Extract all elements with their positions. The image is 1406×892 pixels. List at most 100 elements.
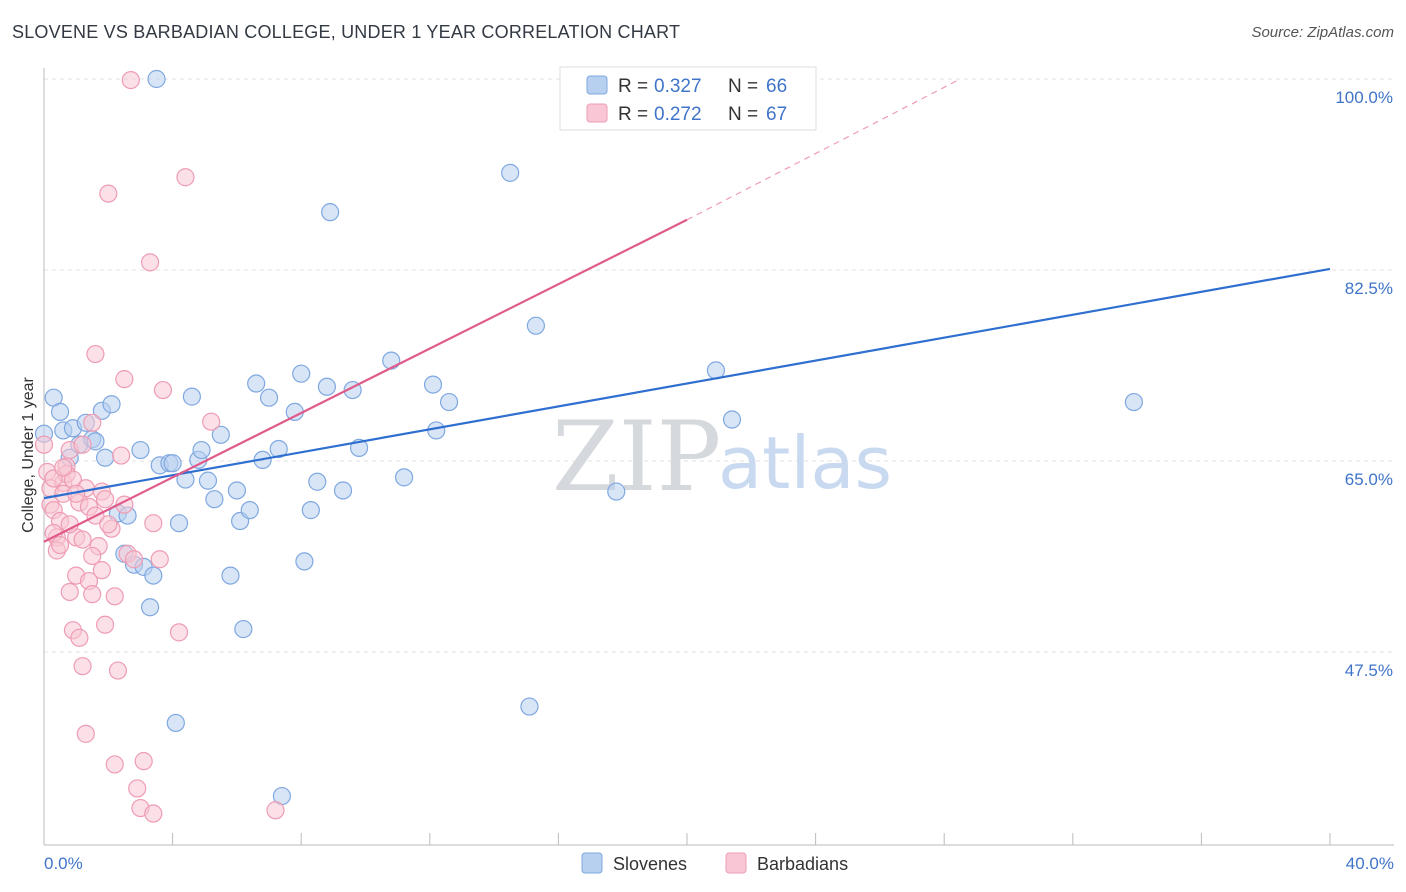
barbadians-point-26 [83, 413, 102, 432]
series-legend: Slovenes Barbadians [581, 852, 848, 874]
barbadians-trend-line [43, 218, 688, 543]
source-label: Source: ZipAtlas.com [1251, 24, 1394, 41]
legend-r-label-slovenes: R = [618, 76, 648, 97]
barbadians-point-58 [50, 535, 70, 555]
slovenes-point-19 [140, 598, 160, 617]
legend-r-label-barbadians: R = [618, 104, 648, 125]
axes [43, 68, 1394, 846]
barbadians-point-28 [86, 344, 105, 364]
barbadians-point-40 [112, 446, 131, 465]
barbadians-point-39 [108, 661, 128, 680]
slovenes-point-50 [321, 203, 340, 222]
y-tick-label-2: 65.0% [1345, 470, 1393, 489]
watermark-atlas: atlas [718, 421, 892, 505]
data-points [34, 69, 1143, 823]
x-tick-label-left: 0.0% [44, 854, 83, 873]
slovenes-point-31 [198, 471, 218, 490]
slovenes-point-58 [439, 392, 459, 412]
barbadians-point-0 [34, 435, 54, 454]
slovenes-point-47 [301, 501, 320, 520]
slovenes-point-62 [607, 482, 626, 501]
legend-swatch-barbadians [586, 103, 608, 123]
barbadians-point-47 [134, 752, 153, 771]
legend-n-label-barbadians: N = [728, 104, 758, 125]
trend-lines [43, 78, 1331, 543]
barbadians-point-44 [124, 550, 144, 569]
y-tick-label-0: 100.0% [1335, 88, 1393, 107]
barbadians-point-51 [150, 550, 169, 569]
slovenes-point-32 [205, 490, 224, 509]
barbadians-point-19 [70, 628, 89, 647]
slovenes-point-42 [269, 439, 288, 459]
barbadians-point-63 [60, 515, 79, 534]
barbadians-point-35 [99, 184, 118, 203]
barbadians-point-48 [140, 253, 160, 272]
legend-swatch-slovenes [586, 75, 608, 95]
slovenes-point-41 [259, 388, 279, 407]
slovenes-point-25 [166, 713, 185, 733]
slovenes-point-35 [227, 481, 246, 500]
barbadians-point-27 [83, 585, 102, 604]
legend-r-value-barbadians: 0.272 [654, 104, 702, 125]
x-tick-labels: 0.0% 40.0% [44, 854, 1394, 873]
slovenes-point-30 [192, 440, 211, 460]
barbadians-point-13 [60, 582, 79, 602]
slovenes-point-46 [295, 552, 314, 571]
slovenes-point-33 [211, 425, 230, 444]
stats-legend: R = 0.327 N = 66 R = 0.272 N = 67 [559, 66, 817, 131]
slovenes-point-24 [163, 454, 182, 473]
slovenes-point-44 [285, 402, 304, 421]
slovenes-point-56 [423, 375, 443, 394]
slovenes-point-28 [182, 387, 201, 406]
barbadians-point-60 [73, 530, 92, 549]
barbadians-point-55 [202, 412, 221, 431]
barbadians-point-45 [128, 779, 147, 798]
watermark: ZIP atlas [552, 401, 892, 513]
slovenes-point-55 [394, 468, 414, 487]
barbadians-point-49 [144, 514, 163, 533]
slovenes-point-38 [240, 501, 259, 520]
barbadians-point-34 [95, 615, 115, 634]
barbadians-point-64 [83, 546, 102, 566]
barbadians-point-23 [76, 724, 95, 743]
slovenes-point-60 [520, 697, 539, 716]
slovenes-point-17 [131, 440, 150, 460]
watermark-zip: ZIP [552, 401, 721, 513]
slovenes-point-26 [169, 514, 189, 533]
barbadians-point-56 [266, 801, 285, 820]
barbadians-point-38 [105, 587, 124, 606]
slovenes-point-57 [427, 421, 446, 440]
legend-n-value-slovenes: 66 [766, 76, 787, 97]
slovenes-point-54 [382, 351, 401, 370]
x-tick-label-right: 40.0% [1346, 854, 1394, 873]
barbadians-point-32 [92, 561, 111, 580]
slovenes-point-2 [50, 402, 70, 421]
y-tick-label-3: 47.5% [1345, 661, 1393, 680]
y-axis-label: College, Under 1 year [20, 377, 37, 533]
slovenes-point-12 [102, 395, 121, 414]
slovenes-point-65 [1124, 392, 1143, 412]
slovenes-point-34 [221, 566, 240, 585]
slovenes-point-61 [526, 316, 545, 335]
slovenes-point-59 [501, 163, 520, 182]
slovenes-point-37 [234, 619, 253, 639]
slovenes-point-51 [333, 481, 353, 500]
slovenes-point-20 [144, 566, 163, 585]
bottom-legend-label-slovenes: Slovenes [613, 854, 687, 874]
barbadians-trend-extension [686, 78, 961, 221]
slovenes-point-49 [317, 377, 337, 396]
barbadians-point-21 [73, 657, 92, 676]
barbadians-point-65 [99, 515, 118, 534]
barbadians-point-52 [153, 380, 173, 400]
bottom-legend-swatch-barbadians [725, 852, 747, 874]
y-tick-labels: 100.0% 82.5% 65.0% 47.5% [1335, 88, 1393, 680]
slovenes-point-64 [722, 410, 742, 429]
barbadians-point-54 [176, 168, 195, 187]
legend-n-value-barbadians: 67 [766, 104, 787, 125]
bottom-legend-swatch-slovenes [581, 852, 603, 874]
barbadians-point-20 [73, 435, 92, 454]
barbadians-point-53 [169, 623, 189, 642]
slovenes-point-11 [95, 448, 115, 467]
legend-r-value-slovenes: 0.327 [654, 76, 702, 97]
